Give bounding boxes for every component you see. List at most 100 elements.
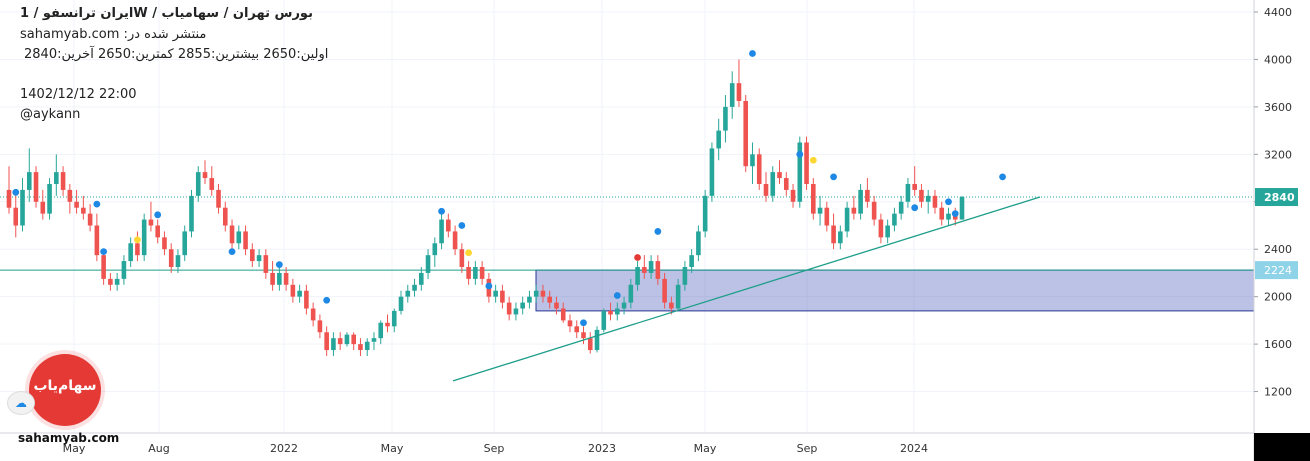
- candle-body: [74, 201, 79, 208]
- candle-body: [885, 225, 890, 238]
- candle-body: [669, 302, 674, 309]
- candle-body: [297, 290, 302, 297]
- candle-body: [371, 338, 377, 342]
- time-tick-label: May: [63, 442, 86, 455]
- candle-body: [500, 290, 505, 303]
- signal-marker: [654, 228, 662, 235]
- candle-body: [243, 231, 248, 250]
- time-tick-label: Aug: [148, 442, 169, 455]
- candle-body: [601, 310, 607, 330]
- candle-body: [439, 219, 444, 244]
- candle-body: [865, 189, 870, 202]
- price-tick-label: 4000: [1264, 53, 1292, 66]
- candle-body: [209, 178, 215, 190]
- candle-body: [513, 308, 519, 315]
- candle-body: [351, 334, 357, 345]
- candle-body: [898, 201, 904, 214]
- signal-marker: [228, 248, 236, 255]
- price-tags: 2840 2224: [1255, 188, 1298, 280]
- candle-body: [777, 172, 782, 179]
- candle-body: [905, 183, 911, 202]
- candle-body: [364, 341, 370, 351]
- candle-body: [689, 255, 694, 268]
- candle-body: [425, 255, 431, 273]
- candle-body: [270, 272, 275, 285]
- candle-body: [128, 243, 133, 262]
- candle-body: [614, 308, 620, 315]
- signal-marker: [830, 173, 837, 181]
- signal-marker: [438, 207, 445, 215]
- candle-body: [121, 261, 127, 279]
- candle-body: [141, 219, 147, 256]
- last-price-tag: [1255, 188, 1298, 207]
- candle-body: [763, 183, 769, 196]
- candle-body: [229, 225, 235, 244]
- candle-body: [642, 267, 647, 273]
- candle-body: [682, 267, 688, 285]
- time-tick-label: May: [694, 442, 717, 455]
- candle-body: [168, 249, 174, 268]
- candle-body: [554, 302, 559, 309]
- candle-body: [398, 296, 404, 311]
- candle-body: [662, 278, 667, 303]
- candle-body: [290, 284, 296, 297]
- candle-body: [871, 201, 877, 220]
- candle-body: [608, 310, 613, 315]
- time-tick-label: 2023: [588, 442, 616, 455]
- candle-body: [473, 267, 478, 279]
- candle-body: [304, 290, 309, 309]
- signal-marker: [999, 173, 1006, 181]
- candle-body: [560, 308, 566, 321]
- signal-marker: [911, 204, 919, 212]
- signal-marker: [12, 188, 20, 196]
- candle-body: [506, 302, 512, 315]
- candle-body: [743, 100, 749, 167]
- candle-body: [567, 320, 573, 327]
- candle-body: [60, 172, 66, 190]
- candle-body: [736, 83, 742, 101]
- candle-body: [838, 231, 843, 244]
- zone-price-tag: [1255, 261, 1298, 280]
- candle-body: [702, 195, 708, 232]
- candle-body: [621, 302, 627, 309]
- candle-body: [418, 272, 424, 285]
- signal-marker: [134, 236, 141, 244]
- candle-body: [114, 278, 120, 285]
- candle-body: [696, 231, 701, 256]
- signal-marker: [100, 248, 108, 255]
- author-handle[interactable]: @aykann: [20, 107, 81, 122]
- symbol-title: ایران ترانسفو / 1W / بورس تهران / سهامیا…: [20, 6, 313, 21]
- candle-body: [20, 189, 25, 226]
- time-tick-label: 2022: [270, 442, 298, 455]
- price-tick-label: 3600: [1264, 101, 1292, 114]
- cloud-icon[interactable]: ☁: [7, 391, 35, 415]
- candle-body: [13, 207, 19, 226]
- watermark: sahamyab.com: [18, 431, 120, 445]
- candle-body: [81, 207, 86, 214]
- candle-body: [723, 106, 728, 131]
- sahamyab-logo: سهام‌یاب: [29, 354, 101, 426]
- candle-body: [932, 195, 938, 208]
- candle-body: [216, 189, 221, 208]
- candle-body: [817, 207, 823, 214]
- zone-price-tag-label: 2224: [1264, 264, 1292, 277]
- time-tick-label: Sep: [484, 442, 505, 455]
- candle-body: [939, 207, 945, 220]
- trendline[interactable]: [452, 196, 1041, 382]
- candle-body: [851, 207, 857, 214]
- candle-body: [67, 189, 73, 202]
- candle-body: [635, 267, 640, 285]
- candle-body: [919, 189, 924, 202]
- signal-marker: [951, 210, 959, 218]
- price-tick-label: 1600: [1264, 338, 1292, 351]
- signal-marker: [749, 50, 756, 57]
- candle-body: [277, 272, 282, 285]
- candle-body: [581, 332, 586, 339]
- candle-body: [912, 183, 917, 190]
- logo-text: سهام‌یاب: [33, 378, 97, 394]
- candle-body: [202, 172, 208, 179]
- support-zone[interactable]: [535, 269, 1255, 312]
- price-tick-label: 4400: [1264, 6, 1292, 19]
- time-axis[interactable]: May Aug 2022 May Sep 2023 May Sep 2024: [63, 442, 928, 455]
